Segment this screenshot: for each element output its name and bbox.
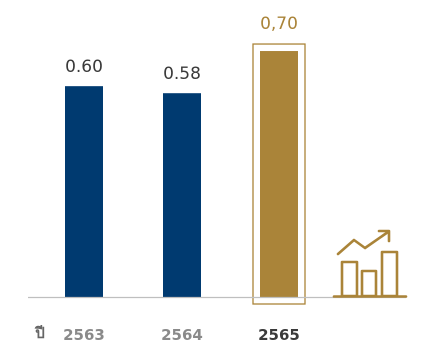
- data-label-2565: 0,70: [260, 14, 298, 34]
- x-tick-2563: 2563: [63, 326, 105, 344]
- bar-2564: [163, 93, 201, 297]
- x-tick-labels: 2563 2564 2565: [63, 326, 300, 344]
- bar-2563: [65, 86, 103, 298]
- bar-chart-growth-icon: [332, 229, 408, 298]
- x-tick-2565: 2565: [258, 326, 300, 344]
- bar-2565: [260, 51, 298, 298]
- x-tick-2564: 2564: [161, 326, 203, 344]
- highlight-frame: [252, 43, 306, 305]
- data-label-2564: 0.58: [163, 64, 201, 84]
- data-label-2563: 0.60: [65, 57, 103, 77]
- bars-layer: 0.60 0.58 0,70: [65, 14, 306, 305]
- x-axis-label: ปี: [34, 324, 44, 342]
